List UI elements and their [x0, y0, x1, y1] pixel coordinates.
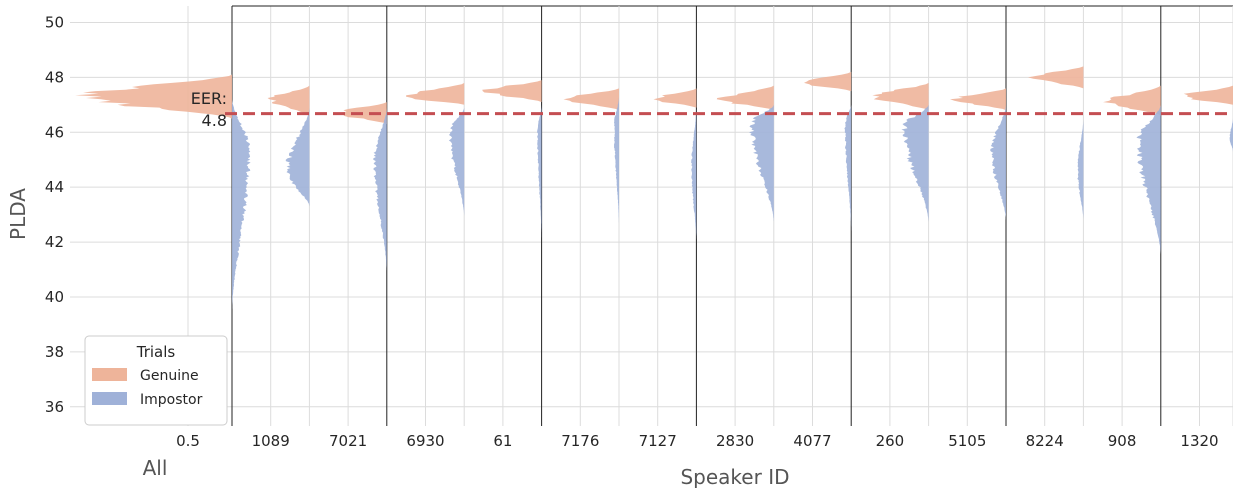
violin-genuine-4077 — [804, 71, 852, 92]
legend-title: Trials — [136, 343, 176, 361]
violin-genuine-2830 — [716, 85, 774, 111]
violin-genuine-1320 — [1183, 85, 1233, 105]
eer-label-line1: EER: — [191, 89, 227, 108]
y-tick-50: 50 — [45, 13, 64, 31]
legend-swatch-impostor — [92, 392, 127, 405]
x-tick-1089: 1089 — [252, 432, 290, 450]
y-tick-48: 48 — [45, 68, 64, 86]
violin-impostor-5105 — [990, 104, 1006, 221]
x-tick-4077: 4077 — [793, 432, 831, 450]
x-tick-5105: 5105 — [948, 432, 986, 450]
violin-impostor-4077 — [844, 104, 852, 234]
x-tick-7021: 7021 — [329, 432, 367, 450]
violin-genuine-908 — [1103, 85, 1161, 116]
y-tick-labels: 36 38 40 42 44 46 48 50 — [45, 13, 64, 415]
violin-genuine-6930 — [406, 82, 465, 105]
x-tick-260: 260 — [876, 432, 905, 450]
y-tick-44: 44 — [45, 178, 64, 196]
violin-impostor-2830 — [749, 104, 774, 223]
legend-label-impostor: Impostor — [140, 392, 203, 408]
violin-impostor-908 — [1136, 104, 1161, 256]
y-tick-42: 42 — [45, 233, 64, 251]
violin-impostor-7021 — [373, 107, 387, 273]
violins — [75, 66, 1233, 311]
y-tick-40: 40 — [45, 288, 64, 306]
y-tick-46: 46 — [45, 123, 64, 141]
violin-impostor-260 — [901, 104, 929, 223]
violin-impostor-7176 — [614, 96, 619, 226]
x-tick-6930: 6930 — [406, 432, 444, 450]
violin-genuine-7176 — [563, 88, 619, 111]
violin-genuine-61 — [482, 80, 542, 103]
violin-genuine-5105 — [950, 88, 1006, 111]
x-tick-908: 908 — [1108, 432, 1137, 450]
y-axis-title: PLDA — [6, 188, 30, 240]
legend: Trials Genuine Impostor — [84, 335, 228, 426]
eer-label-line2: 4.8 — [202, 111, 227, 130]
violin-genuine-all — [75, 74, 232, 119]
grid — [70, 6, 1233, 426]
x-axis-title: Speaker ID — [680, 465, 789, 488]
legend-label-genuine: Genuine — [140, 368, 199, 384]
violin-impostor-8224 — [1077, 118, 1084, 221]
x-tick-7176: 7176 — [561, 432, 599, 450]
violin-impostor-6930 — [448, 107, 465, 218]
x-tick-1320: 1320 — [1180, 432, 1218, 450]
violin-genuine-7127 — [653, 88, 697, 108]
all-group-label: All — [143, 456, 168, 480]
violin-impostor-all — [232, 99, 251, 311]
y-tick-38: 38 — [45, 343, 64, 361]
violin-impostor-1089 — [285, 107, 310, 207]
x-tick-2830: 2830 — [716, 432, 754, 450]
x-tick-61: 61 — [493, 432, 512, 450]
legend-swatch-genuine — [92, 368, 127, 381]
y-tick-36: 36 — [45, 398, 64, 416]
x-tick-labels: 0.5 1089 7021 6930 61 7176 7127 2830 4077 260 5105… — [176, 432, 1219, 450]
violin-genuine-260 — [872, 82, 929, 111]
violin-impostor-61 — [537, 104, 542, 243]
violin-genuine-1089 — [267, 85, 310, 116]
violin-impostor-1320 — [1229, 118, 1233, 152]
x-tick-7127: 7127 — [639, 432, 677, 450]
violin-impostor-7127 — [691, 107, 697, 243]
x-tick-all: 0.5 — [176, 432, 200, 450]
x-tick-8224: 8224 — [1026, 432, 1064, 450]
violin-genuine-8224 — [1028, 66, 1084, 89]
